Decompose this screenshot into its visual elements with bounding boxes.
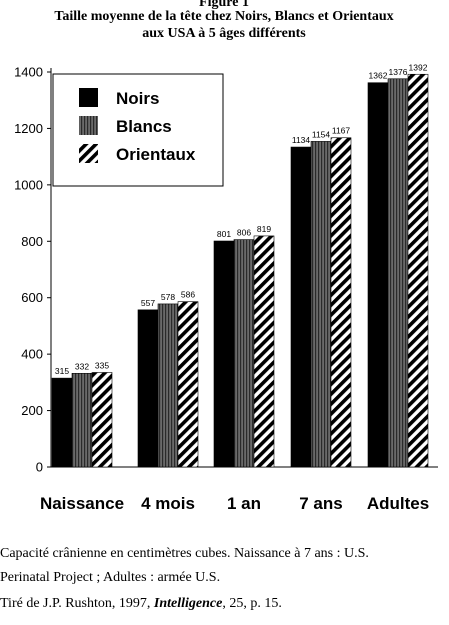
caption-line-2: Perinatal Project ; Adultes : armée U.S. — [0, 570, 221, 585]
data-label: 819 — [257, 224, 271, 234]
legend-swatch-orientaux — [79, 144, 98, 163]
data-label: 1134 — [292, 135, 311, 145]
x-category-label: Naissance — [40, 494, 124, 513]
bar-orientaux-1 — [177, 301, 199, 468]
y-tick-label: 1200 — [14, 121, 43, 136]
data-label: 578 — [161, 292, 175, 302]
chart-title-line2: Taille moyenne de la tête chez Noirs, Bl… — [54, 9, 393, 24]
y-tick-label: 1400 — [14, 65, 43, 80]
caption-journal: Intelligence — [153, 596, 223, 611]
y-tick-label: 600 — [21, 290, 43, 305]
y-tick-label: 0 — [36, 460, 43, 475]
bar-blancs-4 — [387, 78, 409, 468]
data-label: 586 — [181, 290, 195, 300]
legend: Noirs Blancs Orientaux — [52, 73, 224, 187]
data-label: 801 — [217, 229, 231, 239]
data-label: 557 — [141, 298, 155, 308]
data-label: 1376 — [389, 67, 408, 77]
bar-blancs-2 — [233, 239, 255, 468]
y-tick-label: 400 — [21, 347, 43, 362]
bar-orientaux-0 — [91, 372, 113, 468]
legend-swatch-blancs — [79, 116, 98, 135]
bar-noirs-0 — [51, 377, 73, 468]
chart-title-line1: Figure 1 — [199, 0, 249, 10]
bar-orientaux-2 — [253, 235, 275, 468]
bar-blancs-3 — [310, 141, 332, 468]
bars-group — [51, 73, 429, 468]
legend-swatch-noirs — [79, 88, 98, 107]
caption-citation-end: , 25, p. 15. — [222, 596, 282, 611]
caption-line-1: Capacité crânienne en centimètres cubes.… — [0, 546, 369, 561]
bar-orientaux-3 — [330, 137, 352, 468]
x-category-label: 1 an — [227, 494, 261, 513]
legend-label-blancs: Blancs — [116, 117, 172, 136]
caption-line-3: Tiré de J.P. Rushton, 1997, Intelligence… — [0, 596, 449, 612]
bar-noirs-4 — [367, 82, 389, 468]
bar-orientaux-4 — [407, 73, 429, 468]
category-labels-group: Naissance 4 mois 1 an 7 ans Adultes — [40, 494, 429, 513]
caption-citation: Tiré de J.P. Rushton, 1997, — [0, 596, 154, 611]
data-label: 806 — [237, 228, 251, 238]
y-tick-label: 1000 — [14, 177, 43, 192]
legend-label-noirs: Noirs — [116, 89, 159, 108]
data-label: 1154 — [312, 129, 331, 139]
data-label: 1167 — [332, 126, 351, 136]
bar-blancs-0 — [71, 373, 93, 468]
data-label: 335 — [95, 360, 109, 370]
x-category-label: 7 ans — [299, 494, 342, 513]
legend-label-orientaux: Orientaux — [116, 145, 196, 164]
bar-noirs-2 — [213, 240, 235, 468]
x-category-label: 4 mois — [141, 494, 195, 513]
data-label: 332 — [75, 361, 89, 371]
chart-title-line3: aux USA à 5 âges différents — [142, 26, 306, 41]
data-label: 1362 — [369, 71, 388, 81]
bar-blancs-1 — [157, 303, 179, 468]
bar-noirs-3 — [290, 146, 312, 468]
x-category-label: Adultes — [367, 494, 429, 513]
data-label: 315 — [55, 366, 69, 376]
bar-noirs-1 — [137, 309, 159, 468]
data-label: 1392 — [409, 62, 428, 72]
y-tick-label: 800 — [21, 234, 43, 249]
y-tick-label: 200 — [21, 403, 43, 418]
